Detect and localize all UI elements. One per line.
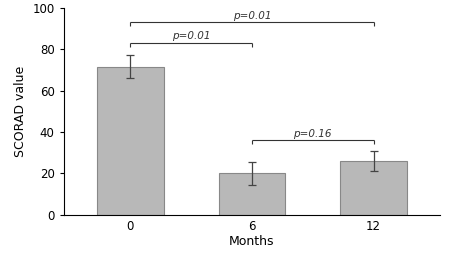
Bar (218, 173, 286, 215)
Bar (97, 67, 164, 215)
X-axis label: Months: Months (229, 236, 275, 248)
Y-axis label: SCORAD value: SCORAD value (14, 66, 27, 157)
Bar (340, 161, 407, 215)
Text: p=0.16: p=0.16 (293, 129, 332, 139)
Text: p=0.01: p=0.01 (233, 11, 271, 21)
Text: p=0.01: p=0.01 (172, 31, 211, 41)
